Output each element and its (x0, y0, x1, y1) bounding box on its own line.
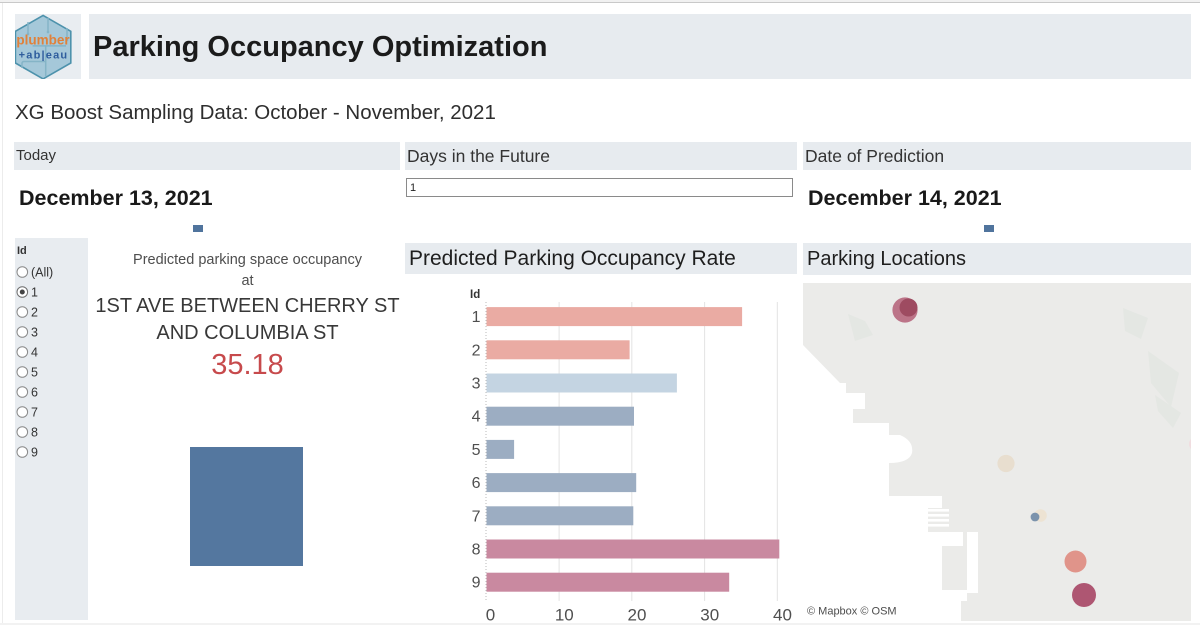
svg-text:8: 8 (31, 426, 38, 440)
svg-text:plumber: plumber (16, 33, 70, 48)
svg-text:30: 30 (700, 606, 719, 625)
svg-text:40: 40 (773, 606, 792, 625)
svg-text:20: 20 (628, 606, 647, 625)
svg-text:9: 9 (472, 575, 481, 592)
svg-text:4: 4 (472, 409, 481, 426)
svg-text:4: 4 (31, 346, 38, 360)
svg-text:+ab|eau: +ab|eau (19, 50, 69, 62)
svg-text:3: 3 (31, 326, 38, 340)
svg-text:9: 9 (31, 446, 38, 460)
svg-text:1: 1 (472, 309, 481, 326)
svg-text:1: 1 (31, 286, 38, 300)
svg-text:7: 7 (31, 406, 38, 420)
svg-text:5: 5 (31, 366, 38, 380)
svg-text:2: 2 (472, 342, 481, 359)
svg-text:0: 0 (486, 606, 495, 625)
svg-text:6: 6 (472, 475, 481, 492)
svg-text:3: 3 (472, 376, 481, 393)
svg-text:(All): (All) (31, 266, 53, 280)
svg-text:2: 2 (31, 306, 38, 320)
svg-text:7: 7 (472, 508, 481, 525)
svg-text:10: 10 (555, 606, 574, 625)
svg-text:© Mapbox © OSM: © Mapbox © OSM (807, 606, 897, 618)
svg-text:6: 6 (31, 386, 38, 400)
svg-text:Id: Id (470, 289, 480, 301)
svg-text:5: 5 (472, 442, 481, 459)
svg-text:8: 8 (472, 542, 481, 559)
